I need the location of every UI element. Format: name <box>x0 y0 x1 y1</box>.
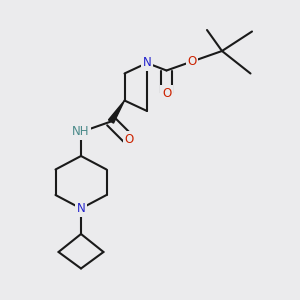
Text: NH: NH <box>72 125 90 139</box>
Text: O: O <box>162 86 171 100</box>
Text: O: O <box>188 55 196 68</box>
Text: N: N <box>76 202 85 215</box>
Text: O: O <box>124 133 134 146</box>
Text: N: N <box>142 56 152 70</box>
Polygon shape <box>109 100 124 123</box>
